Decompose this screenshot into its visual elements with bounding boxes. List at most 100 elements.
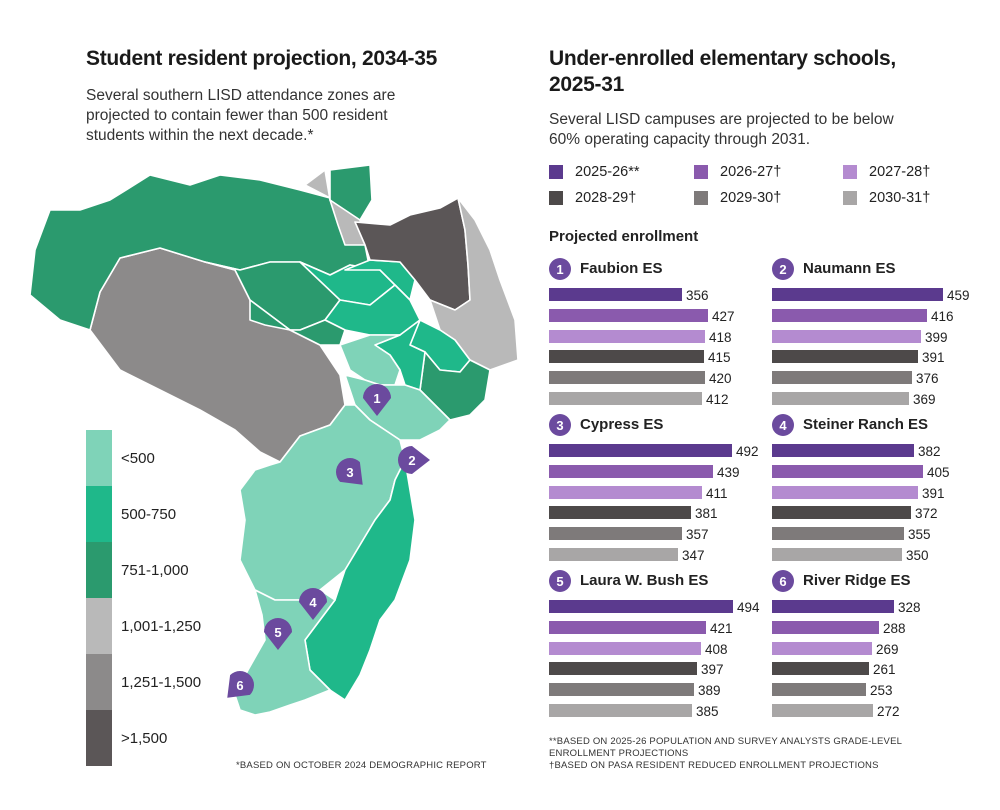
- footnote-line: **BASED ON 2025-26 POPULATION AND SURVEY…: [549, 736, 903, 747]
- map-subtitle-line: students within the next decade.*: [86, 127, 314, 144]
- pin-2-label: 2: [408, 453, 415, 468]
- school-number-badge: 1: [549, 258, 571, 280]
- year-legend-swatch: [694, 165, 708, 179]
- enrollment-bar: [772, 704, 873, 717]
- enrollment-bar: [549, 620, 706, 634]
- enrollment-bar: [772, 527, 904, 541]
- chart-subtitle-line: Several LISD campuses are projected to b…: [549, 111, 894, 128]
- school-number-badge: 6: [772, 570, 794, 592]
- enrollment-value-label: 376: [916, 371, 939, 387]
- enrollment-value-label: 347: [682, 548, 705, 563]
- pin-2-marker: 2: [398, 446, 430, 474]
- pin-1-label: 1: [373, 391, 380, 406]
- enrollment-bar: [772, 350, 918, 364]
- enrollment-value-label: 427: [712, 308, 735, 324]
- chart-footnote: **BASED ON 2025-26 POPULATION AND SURVEY…: [549, 736, 969, 772]
- enrollment-bar: [772, 600, 894, 613]
- enrollment-value-label: 272: [877, 704, 900, 719]
- chart-title: Under-enrolled elementary schools, 2025-…: [549, 46, 896, 98]
- enrollment-bar: [772, 392, 909, 405]
- legend-swatch: [86, 598, 112, 654]
- enrollment-value-label: 391: [922, 485, 945, 501]
- school-name: Faubion ES: [580, 260, 663, 277]
- school-name: Laura W. Bush ES: [580, 572, 709, 589]
- enrollment-bar: [549, 662, 697, 676]
- legend-label: 1,001-1,250: [121, 618, 202, 635]
- pin-6-marker: 6: [227, 671, 254, 698]
- year-legend-label: 2027-28†: [869, 164, 931, 180]
- year-legend-swatch: [843, 191, 857, 205]
- year-legend-item: 2030-31†: [843, 190, 930, 206]
- enrollment-value-label: 416: [931, 308, 954, 324]
- enrollment-value-label: 328: [898, 600, 921, 615]
- legend-swatch: [86, 710, 112, 766]
- year-legend-label: 2025-26**: [575, 164, 640, 180]
- school-name: Cypress ES: [580, 416, 664, 433]
- enrollment-value-label: 459: [947, 288, 970, 303]
- pin-5-marker: 5: [264, 618, 292, 650]
- enrollment-value-label: 381: [695, 506, 718, 522]
- enrollment-value-label: 405: [927, 464, 950, 480]
- school-number-badge: 3: [549, 414, 571, 436]
- enrollment-bar: [772, 308, 927, 322]
- enrollment-bar: [549, 464, 713, 478]
- enrollment-value-label: 420: [709, 371, 732, 387]
- legend-label: >1,500: [121, 730, 168, 747]
- enrollment-bar: [549, 641, 701, 655]
- legend-swatch: [86, 486, 112, 542]
- pin-3-marker: 3: [336, 458, 363, 485]
- enrollment-value-label: 418: [709, 329, 732, 345]
- enrollment-value-label: 411: [706, 485, 728, 501]
- map-pins: 1 2 3 4 5 6: [227, 384, 430, 698]
- year-legend-swatch: [549, 191, 563, 205]
- enrollment-bar: [772, 371, 912, 385]
- enrollment-bar: [549, 444, 732, 457]
- pin-6-label: 6: [236, 678, 243, 693]
- year-legend-item: 2029-30†: [694, 190, 781, 206]
- enrollment-value-label: 350: [906, 548, 929, 563]
- enrollment-value-label: 492: [736, 444, 759, 459]
- school-number-badge: 4: [772, 414, 794, 436]
- enrollment-bar: [549, 485, 702, 499]
- legend-swatch: [86, 542, 112, 598]
- map-subtitle-line: Several southern LISD attendance zones a…: [86, 87, 396, 104]
- enrollment-bar: [549, 288, 682, 301]
- year-legend-label: 2028-29†: [575, 190, 637, 206]
- year-legend-item: 2028-29†: [549, 190, 636, 206]
- enrollment-bar: [772, 683, 866, 697]
- year-legend-label: 2029-30†: [720, 190, 782, 206]
- chart-subtitle-line: 60% operating capacity through 2031.: [549, 131, 811, 148]
- enrollment-value-label: 421: [710, 620, 733, 636]
- enrollment-bar: [549, 600, 733, 613]
- chart-subtitle: Several LISD campuses are projected to b…: [549, 110, 969, 150]
- enrollment-bar: [549, 683, 694, 697]
- enrollment-bar: [549, 704, 692, 717]
- enrollment-value-label: 356: [686, 288, 709, 303]
- year-legend-label: 2030-31†: [869, 190, 931, 206]
- enrollment-bar: [549, 371, 705, 385]
- year-legend-swatch: [549, 165, 563, 179]
- map-title: Student resident projection, 2034-35: [86, 47, 437, 70]
- enrollment-bar: [772, 329, 921, 343]
- enrollment-bar: [549, 308, 708, 322]
- enrollment-value-label: 408: [705, 641, 728, 657]
- legend-swatch: [86, 430, 112, 486]
- enrollment-value-label: 439: [717, 464, 740, 480]
- enrollment-value-label: 385: [696, 704, 719, 719]
- chart-title-line: 2025-31: [549, 73, 624, 96]
- school-number-badge: 5: [549, 570, 571, 592]
- year-legend-label: 2026-27†: [720, 164, 782, 180]
- enrollment-bar: [772, 444, 914, 457]
- pin-3-label: 3: [346, 465, 353, 480]
- pin-4-label: 4: [309, 595, 317, 610]
- chart-title-line: Under-enrolled elementary schools,: [549, 47, 896, 70]
- map-subtitle: Several southern LISD attendance zones a…: [86, 86, 506, 146]
- enrollment-value-label: 494: [737, 600, 760, 615]
- pin-1-marker: 1: [363, 384, 391, 416]
- footnote-line: ENROLLMENT PROJECTIONS: [549, 748, 689, 759]
- enrollment-value-label: 382: [918, 444, 941, 459]
- school-name: River Ridge ES: [803, 572, 911, 589]
- enrollment-value-label: 269: [876, 641, 899, 657]
- enrollment-value-label: 357: [686, 527, 709, 543]
- enrollment-bar: [549, 329, 705, 343]
